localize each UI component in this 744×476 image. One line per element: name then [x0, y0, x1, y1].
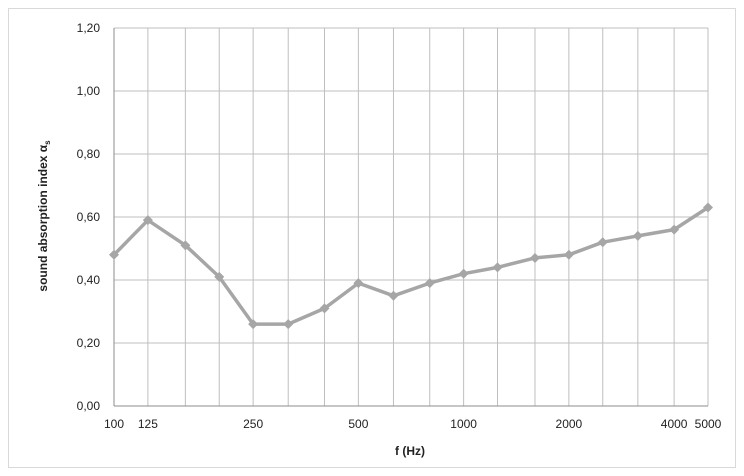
data-point-marker: [353, 278, 364, 289]
x-tick-label: 5000: [695, 417, 722, 431]
data-point-marker: [529, 252, 540, 263]
data-point-marker: [669, 224, 680, 235]
x-tick-label: 500: [348, 417, 368, 431]
y-tick-label: 1,20: [77, 21, 101, 35]
axes: [113, 28, 708, 407]
x-tick-label: 2000: [556, 417, 583, 431]
data-point-marker: [458, 268, 469, 279]
x-tick-label: 4000: [661, 417, 688, 431]
data-point-marker: [388, 290, 399, 301]
tick-labels: 0,00 0,20 0,40 0,60 0,80 1,00 1,20 100 125 250 500…: [77, 21, 722, 431]
data-point-marker: [492, 262, 503, 273]
y-tick-label: 0,80: [77, 147, 101, 161]
data-point-marker: [424, 278, 435, 289]
x-tick-label: 1000: [450, 417, 477, 431]
y-tick-label: 0,60: [77, 210, 101, 224]
data-point-marker: [319, 303, 330, 314]
data-point-marker: [214, 271, 225, 282]
data-point-marker: [248, 319, 259, 330]
data-point-marker: [109, 249, 119, 260]
data-point-marker: [563, 249, 574, 260]
data-point-marker: [283, 319, 294, 330]
y-tick-label: 1,00: [77, 84, 101, 98]
data-point-marker: [180, 240, 191, 251]
y-tick-label: 0,20: [77, 336, 101, 350]
data-point-marker: [703, 202, 713, 213]
x-tick-label: 250: [243, 417, 263, 431]
y-tick-label: 0,40: [77, 273, 101, 287]
y-axis-title-main: sound absorption index α: [36, 144, 50, 291]
y-axis-title-subscript: s: [43, 140, 52, 145]
x-axis-title: f (Hz): [395, 444, 425, 458]
y-tick-label: 0,00: [77, 399, 101, 413]
data-point-marker: [632, 230, 643, 241]
data-point-marker: [142, 215, 153, 226]
data-point-marker: [597, 237, 608, 248]
x-tick-label: 125: [138, 417, 158, 431]
data-series: [109, 202, 713, 330]
y-axis-title: sound absorption index αs: [36, 140, 52, 292]
x-tick-label: 100: [104, 417, 124, 431]
grid-lines: [113, 27, 709, 407]
series-line: [112, 206, 709, 326]
